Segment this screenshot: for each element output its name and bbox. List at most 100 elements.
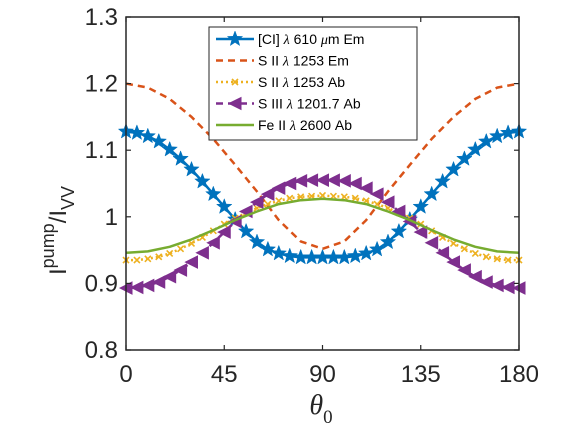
series-2-marker xyxy=(318,191,327,200)
series-3-marker xyxy=(151,275,166,289)
series-3-marker xyxy=(435,245,450,260)
legend-label-1: S II λ 1253 Em xyxy=(258,53,349,70)
x-tick-label: 0 xyxy=(119,361,132,388)
series-0-marker xyxy=(390,222,408,239)
legend-items: [CI] λ 610 μm EmS II λ 1253 EmS II λ 125… xyxy=(216,30,365,134)
y-axis-label-main: I xyxy=(45,268,72,275)
series-0-marker xyxy=(368,240,386,257)
series-2-marker xyxy=(166,249,174,257)
series-3-marker xyxy=(457,263,471,277)
legend-marker-2 xyxy=(231,78,239,86)
legend-label-part: 610 xyxy=(290,31,321,47)
series-0-marker xyxy=(423,185,440,202)
series-0-marker xyxy=(445,160,462,177)
legend-label-2: S II λ 1253 Ab xyxy=(258,74,345,91)
x-tick-label: 135 xyxy=(401,361,441,388)
legend-label-part: 1253 Em xyxy=(289,53,349,69)
series-0-marker xyxy=(434,172,451,189)
series-3-marker xyxy=(446,255,460,269)
legend-label-part: S II xyxy=(258,53,283,69)
series-0-marker xyxy=(412,198,430,214)
series-0-marker xyxy=(379,233,397,250)
series-3-marker xyxy=(479,275,493,289)
series-2-marker xyxy=(493,255,501,263)
series-2-marker xyxy=(297,193,305,201)
series-0-marker xyxy=(488,127,506,144)
series-3-marker xyxy=(369,187,384,201)
legend-marker-0 xyxy=(226,30,244,47)
series-0-marker xyxy=(259,240,277,257)
x-axis-label-sub: 0 xyxy=(323,407,333,428)
series-2-marker xyxy=(177,245,185,253)
x-tick-label: 45 xyxy=(211,361,238,388)
series-line-4 xyxy=(125,197,520,255)
series-0-marker xyxy=(150,132,168,149)
legend-item-0: [CI] λ 610 μm Em xyxy=(216,30,365,48)
series-0-marker xyxy=(172,150,189,166)
series-2-marker xyxy=(351,194,359,202)
y-axis-label-sub: VV xyxy=(58,186,78,210)
series-3-marker xyxy=(337,174,351,188)
y-tick-label: 1.2 xyxy=(85,71,118,98)
y-tick-label: 0.8 xyxy=(85,337,118,364)
legend-item-3: S III λ 1201.7 Ab xyxy=(216,96,361,113)
series-3-marker xyxy=(380,195,395,209)
legend-label-part: μ xyxy=(320,33,328,48)
legend-label-part: 1253 Ab xyxy=(289,74,345,90)
legend-label-part: λ xyxy=(282,55,289,70)
series-2-marker xyxy=(155,253,163,261)
series-3-marker xyxy=(348,176,362,191)
series-3-marker xyxy=(260,187,275,201)
series-0-marker xyxy=(183,160,200,177)
series-3-marker xyxy=(129,280,144,295)
series-2-marker xyxy=(340,193,348,201)
series-2-marker xyxy=(504,256,512,264)
series-0-marker xyxy=(161,140,178,157)
legend-label-part: m Em xyxy=(328,31,365,47)
series-3-marker xyxy=(162,269,177,284)
series-3-marker xyxy=(490,278,504,293)
legend-label-part: 2600 Ab xyxy=(296,117,352,133)
series-0-marker xyxy=(357,244,375,261)
x-tick-label: 90 xyxy=(309,361,336,388)
y-tick-label: 0.9 xyxy=(85,270,118,297)
series-3-marker xyxy=(249,195,264,209)
ticks-layer: 0 45 90 135 180 0.8 0.9 1 1.1 1.2 1.3 xyxy=(85,4,539,388)
series-2-marker xyxy=(144,255,152,263)
series-3-marker xyxy=(173,263,188,277)
legend: [CI] λ 610 μm EmS II λ 1253 EmS II λ 125… xyxy=(208,26,418,141)
x-tick-label: 180 xyxy=(499,361,539,388)
series-2-marker xyxy=(286,194,294,202)
series-0-marker xyxy=(248,233,266,250)
y-tick-label: 1.3 xyxy=(85,4,118,31)
series-0-marker xyxy=(270,244,288,261)
series-4 xyxy=(125,197,520,255)
series-3-marker xyxy=(140,278,155,293)
series-2-marker xyxy=(449,239,458,248)
series-2-marker xyxy=(133,256,141,264)
series-0-marker xyxy=(139,127,157,144)
series-0-marker xyxy=(456,150,473,166)
y-axis-label-rest: /I xyxy=(45,210,72,223)
series-2-marker xyxy=(460,245,468,253)
legend-item-1: S II λ 1253 Em xyxy=(216,53,349,70)
series-line-1 xyxy=(125,82,520,251)
series-0-marker xyxy=(194,172,211,189)
series-0-marker xyxy=(477,132,495,149)
series-3 xyxy=(118,173,526,295)
series-3-marker xyxy=(359,181,373,195)
series-3-marker xyxy=(206,235,220,250)
series-3-marker xyxy=(184,255,198,269)
legend-label-part: [CI] xyxy=(258,31,284,47)
legend-item-4: Fe II λ 2600 Ab xyxy=(216,117,352,134)
legend-label-part: S III xyxy=(258,96,287,112)
y-axis-label: Ipump/IVV xyxy=(38,186,78,275)
series-3-marker xyxy=(413,225,428,239)
series-3-marker xyxy=(424,235,439,250)
legend-box xyxy=(208,26,418,141)
legend-item-2: S II λ 1253 Ab xyxy=(216,74,345,91)
series-0-marker xyxy=(467,140,484,157)
series-0-marker xyxy=(205,185,222,202)
y-tick-label: 1 xyxy=(105,204,118,231)
